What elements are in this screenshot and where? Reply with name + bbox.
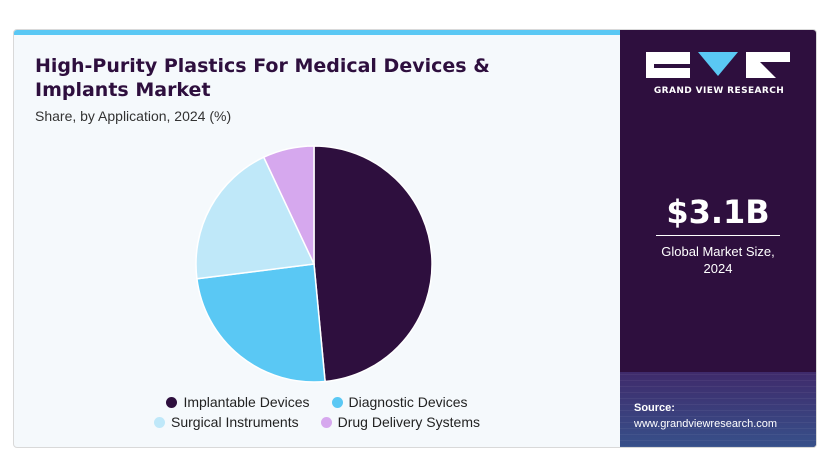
pie-slice-implantable-devices <box>313 145 433 383</box>
source-box: Source: www.grandviewresearch.com <box>620 372 816 447</box>
chart-subtitle: Share, by Application, 2024 (%) <box>35 108 232 124</box>
legend-label: Drug Delivery Systems <box>337 414 480 430</box>
source-label: Source: <box>634 402 675 414</box>
legend-swatch <box>166 396 178 408</box>
pie-chart <box>195 145 433 383</box>
legend-label: Implantable Devices <box>183 394 310 410</box>
legend-swatch <box>331 396 343 408</box>
infographic-card: High-Purity Plastics For Medical Devices… <box>13 29 817 448</box>
legend-label: Diagnostic Devices <box>348 394 468 410</box>
chart-title: High-Purity Plastics For Medical Devices… <box>35 55 490 101</box>
market-size-label: Global Market Size, 2024 <box>620 243 816 277</box>
chart-panel: High-Purity Plastics For Medical Devices… <box>14 30 620 447</box>
legend-item-drug-delivery-systems: Drug Delivery Systems <box>320 414 480 430</box>
legend-swatch <box>320 416 332 428</box>
market-size-label-line1: Global Market Size, <box>661 244 775 259</box>
accent-strip <box>14 30 620 35</box>
legend-item-implantable-devices: Implantable Devices <box>166 394 310 410</box>
legend-label: Surgical Instruments <box>171 414 299 430</box>
legend-item-diagnostic-devices: Diagnostic Devices <box>331 394 468 410</box>
market-size-label-line2: 2024 <box>703 261 733 276</box>
legend-row-1: Implantable Devices Diagnostic Devices <box>14 392 620 412</box>
logo-mark-r-icon <box>746 52 790 78</box>
value-divider <box>656 235 780 236</box>
logo-marks <box>646 52 792 78</box>
legend-swatch <box>154 416 165 428</box>
source-url: www.grandviewresearch.com <box>634 418 778 430</box>
chart-legend: Implantable Devices Diagnostic Devices S… <box>14 392 620 432</box>
legend-row-2: Surgical Instruments Drug Delivery Syste… <box>14 412 620 432</box>
logo-mark-g-icon <box>646 52 690 78</box>
legend-item-surgical-instruments: Surgical Instruments <box>154 414 299 430</box>
pie-slice-surgical-instruments <box>195 156 316 280</box>
pie-slice-drug-delivery-systems <box>262 145 315 265</box>
summary-panel: GRAND VIEW RESEARCH $3.1B Global Market … <box>620 30 816 447</box>
market-size-value: $3.1B <box>666 193 770 231</box>
brand-logo: GRAND VIEW RESEARCH <box>646 52 792 96</box>
brand-name: GRAND VIEW RESEARCH <box>653 86 785 96</box>
logo-mark-v-icon <box>698 52 738 76</box>
pie-slice-diagnostic-devices <box>196 263 326 383</box>
